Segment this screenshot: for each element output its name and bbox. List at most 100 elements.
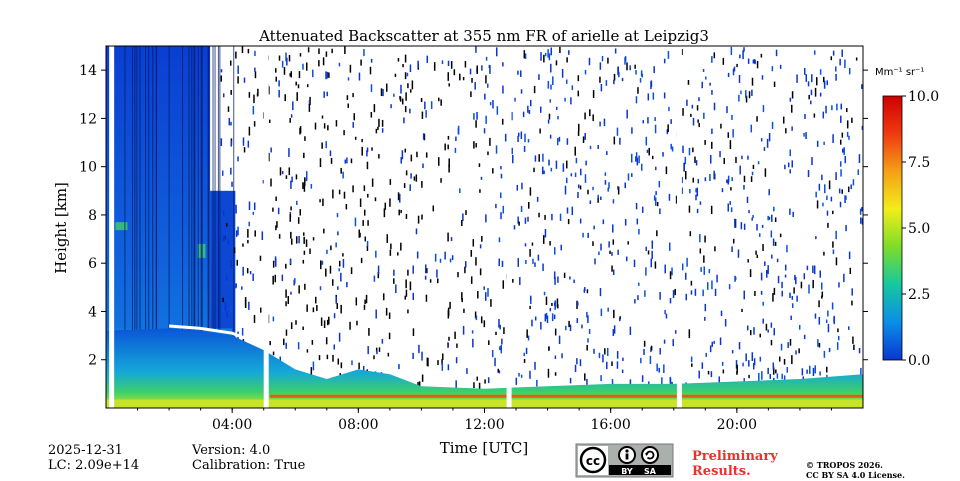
noise-speckle [500, 192, 502, 199]
noise-speckle [466, 368, 468, 374]
noise-speckle [371, 147, 373, 151]
noise-speckle [524, 243, 527, 247]
noise-speckle [290, 322, 293, 330]
noise-speckle [377, 265, 380, 275]
noise-speckle [318, 355, 321, 361]
noise-speckle [703, 112, 705, 119]
noise-speckle [548, 346, 550, 351]
noise-speckle [323, 123, 326, 129]
noise-speckle [827, 323, 830, 333]
noise-speckle [274, 274, 277, 283]
noise-speckle [549, 241, 551, 246]
noise-speckle [548, 113, 551, 120]
noise-speckle [743, 175, 746, 183]
noise-speckle [827, 222, 829, 228]
noise-speckle [498, 370, 501, 374]
noise-speckle [650, 80, 653, 87]
noise-speckle [826, 80, 829, 86]
noise-speckle [252, 106, 255, 115]
noise-speckle [487, 83, 489, 88]
noise-speckle [643, 340, 646, 347]
noise-speckle [689, 188, 691, 194]
noise-speckle [762, 301, 764, 306]
noise-speckle [275, 76, 277, 82]
noise-speckle [314, 122, 317, 130]
noise-speckle [305, 171, 308, 181]
noise-speckle [751, 171, 754, 176]
noise-speckle [704, 139, 706, 145]
noise-speckle [220, 75, 223, 82]
noise-speckle [777, 275, 780, 284]
noise-speckle [329, 265, 332, 274]
noise-speckle [302, 259, 305, 264]
noise-speckle [270, 147, 272, 153]
noise-speckle [351, 360, 353, 366]
share-alike-icon [641, 446, 659, 464]
noise-speckle [671, 267, 673, 276]
attribution-icon [618, 446, 636, 464]
noise-speckle [318, 60, 320, 67]
noise-speckle [497, 368, 499, 373]
noise-speckle [599, 121, 601, 127]
noise-speckle [551, 302, 553, 306]
noise-speckle [254, 67, 256, 72]
noise-speckle [642, 120, 644, 124]
noise-speckle [457, 125, 460, 135]
noise-speckle [371, 178, 374, 187]
noise-speckle [621, 77, 624, 82]
noise-speckle [711, 128, 713, 134]
noise-speckle [272, 351, 275, 356]
noise-speckle [784, 164, 786, 170]
noise-speckle [734, 218, 736, 228]
noise-speckle [827, 310, 829, 317]
noise-speckle [553, 302, 556, 306]
noise-speckle [359, 198, 362, 207]
noise-speckle [718, 376, 721, 384]
noise-speckle [376, 350, 378, 355]
noise-speckle [516, 184, 519, 191]
noise-speckle [588, 57, 591, 66]
noise-speckle [592, 186, 594, 191]
noise-speckle [230, 90, 232, 95]
noise-speckle [543, 291, 546, 296]
noise-speckle [578, 123, 580, 132]
noise-speckle [322, 57, 325, 66]
noise-speckle [635, 202, 638, 210]
noise-speckle [747, 58, 750, 64]
noise-speckle [405, 289, 408, 297]
noise-speckle [606, 347, 609, 356]
noise-speckle [737, 249, 740, 258]
noise-speckle [527, 105, 529, 113]
noise-speckle [532, 258, 534, 264]
noise-speckle [247, 229, 249, 238]
noise-speckle [449, 258, 452, 263]
noise-speckle [568, 320, 570, 328]
noise-speckle [707, 370, 710, 375]
noise-speckle [691, 104, 694, 109]
noise-speckle [222, 235, 225, 240]
noise-speckle [220, 69, 223, 73]
noise-speckle [745, 353, 747, 362]
noise-speckle [686, 257, 688, 267]
noise-speckle [586, 344, 588, 351]
noise-speckle [796, 295, 798, 302]
copyright-line2: CC BY SA 4.0 License. [806, 470, 905, 480]
noise-speckle [411, 80, 414, 90]
noise-speckle [557, 276, 559, 283]
noise-speckle [325, 141, 327, 149]
noise-speckle [425, 110, 427, 118]
noise-speckle [761, 224, 764, 228]
noise-speckle [569, 324, 572, 332]
noise-speckle [523, 145, 526, 152]
noise-speckle [487, 151, 489, 156]
noise-speckle [696, 187, 699, 197]
noise-speckle [583, 289, 586, 293]
noise-speckle [826, 210, 829, 216]
noise-speckle [819, 270, 821, 278]
noise-speckle [225, 228, 228, 235]
noise-speckle [274, 258, 277, 267]
noise-speckle [748, 374, 750, 379]
noise-speckle [275, 196, 277, 201]
noise-speckle [297, 342, 300, 350]
noise-speckle [587, 189, 589, 195]
